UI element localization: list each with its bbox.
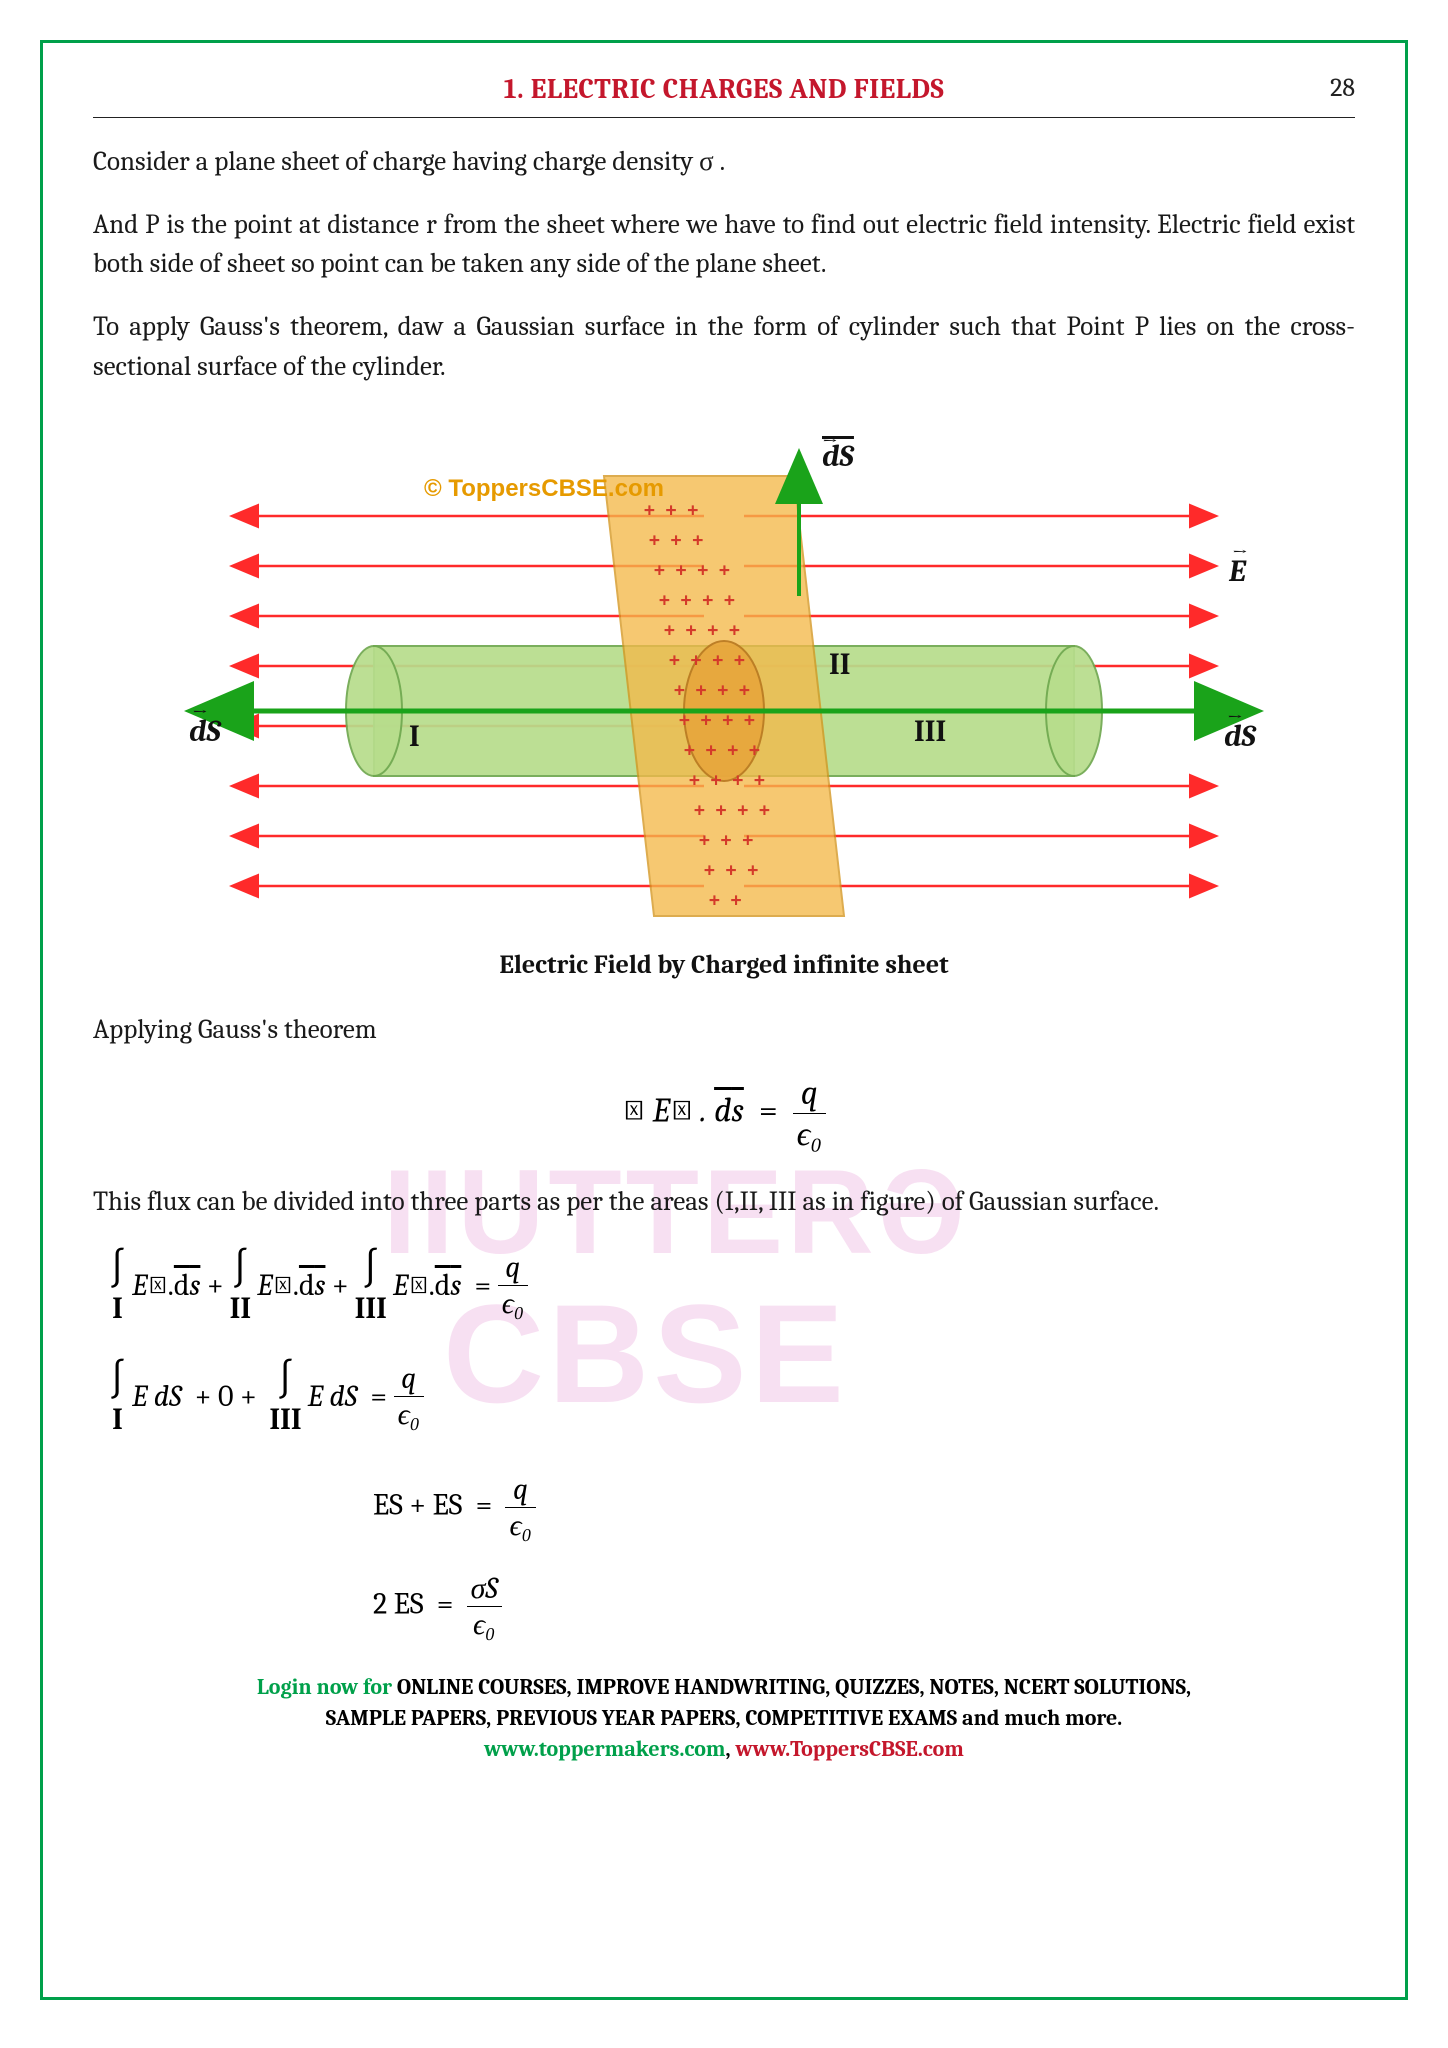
svg-text:+ + + +: + + + +: [674, 680, 750, 701]
equation-2: ∫I E⃗.ds + ∫II E⃗.ds + ∫III E⃗.ds = qϵ₀: [103, 1245, 1355, 1326]
header: 1. ELECTRIC CHARGES AND FIELDS 28: [93, 73, 1355, 105]
svg-text:+ + + +: + + + +: [684, 740, 760, 761]
footer-url1[interactable]: www.toppermakers.com: [484, 1736, 725, 1762]
svg-text:+ + + +: + + + +: [664, 620, 740, 641]
paragraph-5: This flux can be divided into three part…: [93, 1182, 1355, 1221]
svg-text:+ + + +: + + + +: [654, 560, 730, 581]
figure-copyright: © ToppersCBSE.com: [424, 475, 664, 502]
equation-5: 2 ES = σSϵ₀: [93, 1571, 1355, 1642]
footer-sep: ,: [726, 1736, 736, 1762]
svg-text:→: →: [822, 430, 838, 453]
footer-url2[interactable]: www.ToppersCBSE.com: [735, 1736, 963, 1762]
svg-text:+ + + +: + + + +: [659, 590, 735, 611]
footer-line2: SAMPLE PAPERS, PREVIOUS YEAR PAPERS, COM…: [93, 1703, 1355, 1734]
paragraph-2: And P is the point at distance r from th…: [93, 205, 1355, 283]
svg-text:+ + +: + + +: [644, 500, 698, 521]
svg-text:+ +: + +: [709, 890, 742, 911]
label-region-1: I: [409, 719, 420, 754]
page-frame: IIUTTERƏ CBSE 1. ELECTRIC CHARGES AND FI…: [40, 40, 1408, 2000]
label-region-3: III: [914, 714, 946, 749]
paragraph-4: Applying Gauss's theorem: [93, 1010, 1355, 1049]
chapter-title: 1. ELECTRIC CHARGES AND FIELDS: [504, 73, 944, 105]
footer-login: Login now for: [257, 1674, 397, 1700]
footer: Login now for ONLINE COURSES, IMPROVE HA…: [93, 1672, 1355, 1764]
page-number: 28: [1330, 73, 1355, 103]
svg-text:→: →: [1227, 706, 1243, 729]
svg-text:+ + + +: + + + +: [694, 800, 770, 821]
figure-caption: Electric Field by Charged infinite sheet: [93, 950, 1355, 980]
equation-4: ES + ES = qϵ₀: [93, 1472, 1355, 1543]
figure: + + + + + + + + + + + + + + + + + + + + …: [93, 416, 1355, 980]
svg-text:+ + +: + + +: [704, 860, 758, 881]
svg-text:+ + + +: + + + +: [669, 650, 745, 671]
footer-line1b: ONLINE COURSES, IMPROVE HANDWRITING, QUI…: [397, 1674, 1191, 1700]
label-region-2: II: [829, 647, 850, 682]
content: 1. ELECTRIC CHARGES AND FIELDS 28 Consid…: [93, 73, 1355, 1764]
header-rule: [93, 117, 1355, 118]
equation-1: ∮ E⃗ . ds = qϵ₀: [93, 1073, 1355, 1154]
svg-text:→: →: [192, 701, 208, 724]
svg-text:+ + +: + + +: [649, 530, 703, 551]
paragraph-3: To apply Gauss's theorem, daw a Gaussian…: [93, 307, 1355, 385]
equation-3: ∫I E dS + 0 + ∫III E dS = qϵ₀: [103, 1356, 1355, 1437]
svg-text:→: →: [1232, 541, 1248, 564]
charged-sheet: + + + + + + + + + + + + + + + + + + + + …: [604, 476, 844, 916]
paragraph-1: Consider a plane sheet of charge having …: [93, 142, 1355, 181]
gauss-diagram: + + + + + + + + + + + + + + + + + + + + …: [174, 416, 1274, 936]
svg-text:+ + +: + + +: [699, 830, 753, 851]
svg-text:+ + + +: + + + +: [689, 770, 765, 791]
